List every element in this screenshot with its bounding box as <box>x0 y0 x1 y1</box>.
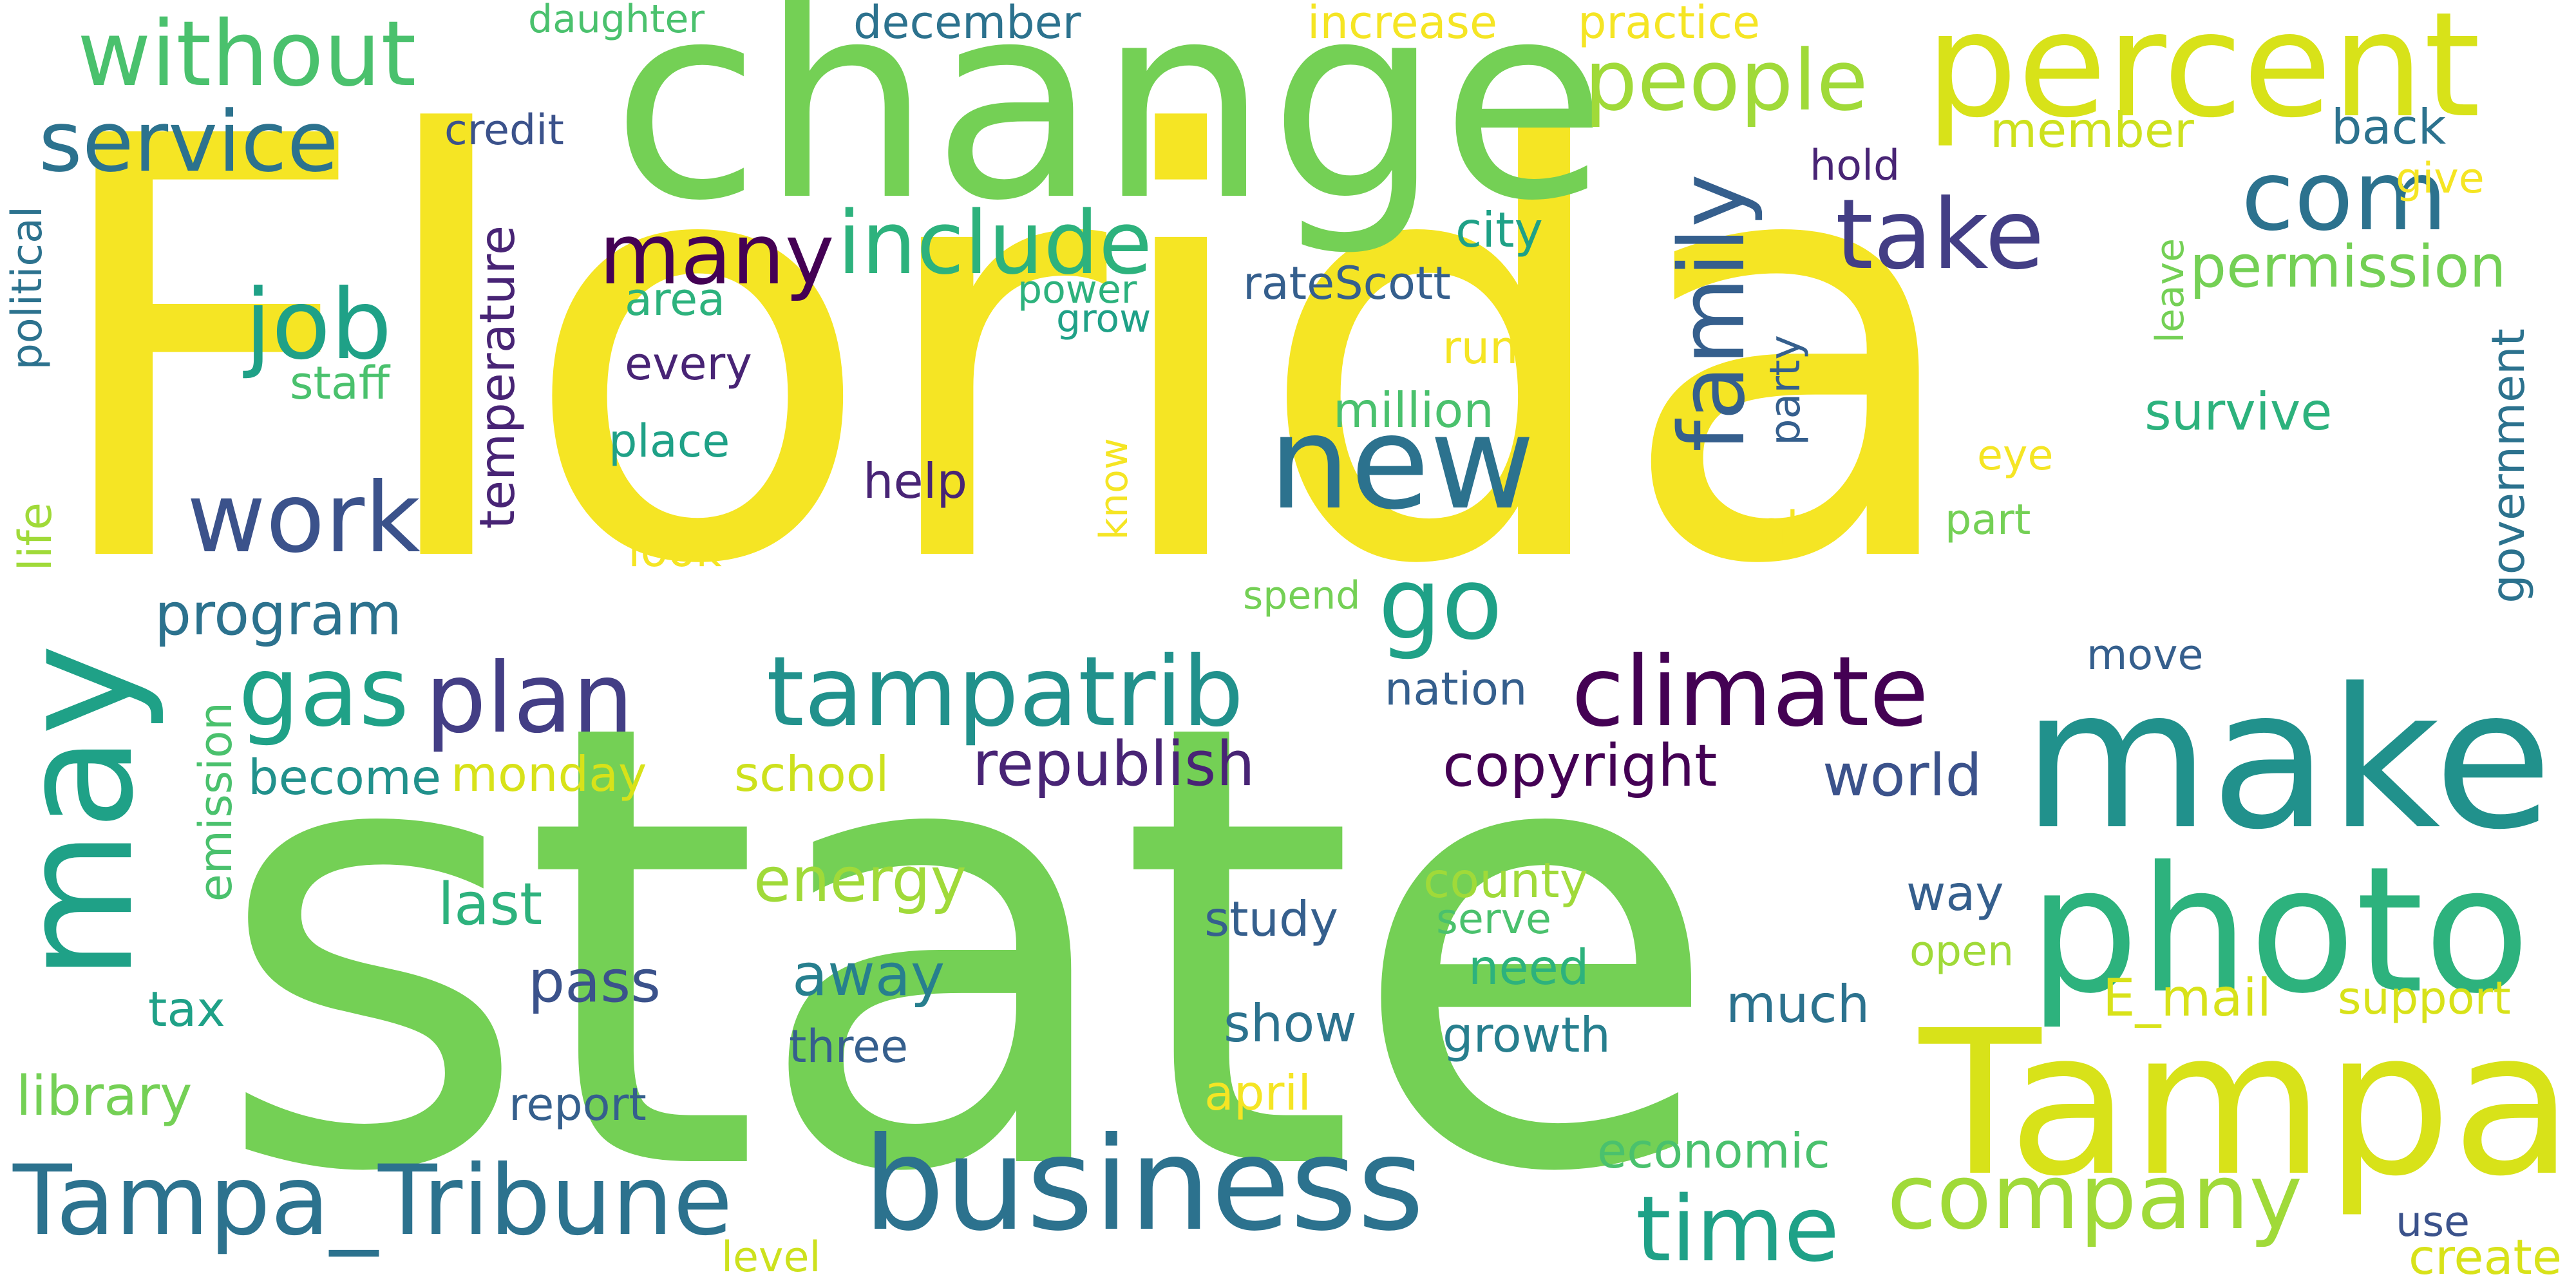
word-need: need <box>1468 939 1589 996</box>
word-study: study <box>1204 891 1339 947</box>
word-tampa-tribune: Tampa_Tribune <box>13 1145 733 1257</box>
word-local: local <box>1694 502 1799 554</box>
word-gas: gas <box>238 636 410 748</box>
word-look: look <box>628 524 722 577</box>
word-city: city <box>1455 202 1543 258</box>
word-level: level <box>721 1233 821 1282</box>
word-many: many <box>599 205 835 303</box>
word-move: move <box>2087 631 2204 679</box>
word-create: create <box>2409 1229 2562 1285</box>
word-report: report <box>509 1078 647 1131</box>
word-every: every <box>625 337 752 390</box>
word-growth: growth <box>1443 1007 1611 1063</box>
word-republish: republish <box>972 729 1255 800</box>
word-become: become <box>248 749 442 806</box>
word-economic: economic <box>1597 1122 1830 1179</box>
word-e-mail: E_mail <box>2103 968 2271 1028</box>
word-political: political <box>3 206 52 370</box>
word-serve: serve <box>1436 895 1552 943</box>
word-copyright: copyright <box>1443 732 1718 800</box>
word-work: work <box>187 462 421 574</box>
word-part: part <box>1945 496 2031 544</box>
word-tampa: Tampa <box>1919 988 2574 1220</box>
word-photo: photo <box>2029 829 2530 1032</box>
word-climate: climate <box>1571 636 1929 748</box>
word-nation: nation <box>1385 663 1528 715</box>
word-job: job <box>245 269 392 381</box>
word-government: government <box>2482 328 2535 603</box>
word-energy: energy <box>753 845 967 916</box>
word-run: run <box>1443 321 1519 374</box>
word-last: last <box>438 871 543 938</box>
word-support: support <box>2338 972 2511 1025</box>
word-place: place <box>609 415 730 468</box>
word-may: may <box>0 644 167 981</box>
word-ratescott: rateScott <box>1243 257 1451 310</box>
word-family: family <box>1660 174 1765 453</box>
word-plan: plan <box>425 643 634 755</box>
word-emission: emission <box>189 702 242 902</box>
word-include: include <box>837 193 1153 294</box>
word-show: show <box>1224 994 1357 1054</box>
word-make: make <box>2022 647 2553 872</box>
word-million: million <box>1333 382 1494 439</box>
word-time: time <box>1636 1177 1840 1282</box>
word-world: world <box>1823 742 1982 810</box>
word-credit: credit <box>444 106 564 155</box>
word-back: back <box>2331 99 2447 155</box>
word-area: area <box>625 273 726 326</box>
word-away: away <box>792 942 945 1009</box>
word-way: way <box>1906 865 2004 922</box>
word-open: open <box>1909 927 2014 976</box>
word-take: take <box>1835 179 2045 291</box>
word-leave: leave <box>2148 238 2193 343</box>
word-daughter: daughter <box>528 0 705 42</box>
word-spend: spend <box>1243 573 1361 618</box>
word-program: program <box>155 581 402 649</box>
word-december: december <box>853 0 1081 49</box>
word-business: business <box>863 1110 1425 1260</box>
word-give: give <box>2396 155 2485 203</box>
word-percent: percent <box>1926 0 2481 150</box>
word-use: use <box>2396 1198 2470 1246</box>
word-three: three <box>789 1020 909 1073</box>
word-new: new <box>1269 388 1535 538</box>
word-com: com <box>2241 140 2448 252</box>
word-library: library <box>16 1065 193 1128</box>
word-people: people <box>1584 32 1868 129</box>
word-party: party <box>1761 335 1810 446</box>
word-eye: eye <box>1977 431 2054 480</box>
word-permission: permission <box>2190 233 2506 301</box>
word-school: school <box>734 746 889 802</box>
word-company: company <box>1887 1145 2303 1250</box>
word-go: go <box>1378 545 1503 662</box>
word-survive: survive <box>2145 382 2333 442</box>
word-grow: grow <box>1056 296 1151 341</box>
word-temperature: temperature <box>469 225 526 529</box>
word-practice: practice <box>1578 0 1761 49</box>
word-tax: tax <box>148 981 225 1037</box>
word-monday: monday <box>451 746 647 802</box>
word-staff: staff <box>290 357 390 410</box>
word-florida: Florida <box>39 17 1971 691</box>
word-increase: increase <box>1307 0 1498 49</box>
word-power: power <box>1018 267 1137 312</box>
word-pass: pass <box>528 948 661 1016</box>
word-service: service <box>39 93 339 191</box>
word-tampatrib: tampatrib <box>766 636 1244 748</box>
word-know: know <box>1092 438 1137 540</box>
word-member: member <box>1990 102 2194 158</box>
word-much: much <box>1726 974 1870 1034</box>
word-life: life <box>9 502 62 571</box>
word-county: county <box>1423 852 1588 909</box>
word-state: state <box>213 594 1724 1288</box>
word-without: without <box>77 2 417 107</box>
word-change: change <box>612 0 1607 260</box>
word-hold: hold <box>1810 142 1900 190</box>
word-april: april <box>1204 1065 1312 1121</box>
word-help: help <box>863 453 968 509</box>
